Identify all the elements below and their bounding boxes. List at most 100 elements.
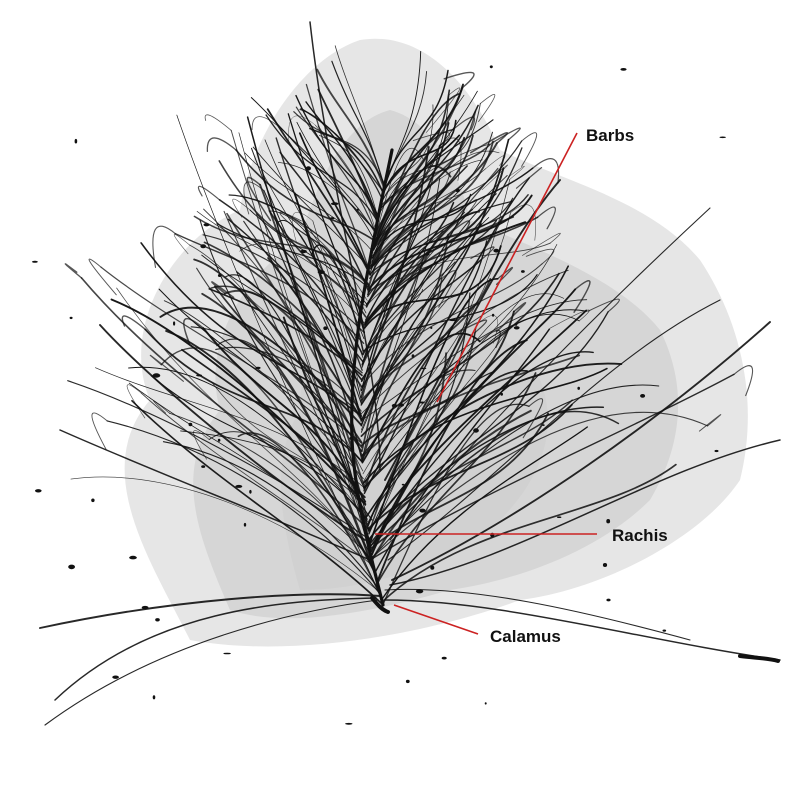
barb-stroke (197, 185, 221, 201)
barb-stroke (367, 200, 513, 298)
barb-stroke (478, 94, 496, 122)
barb-stroke (490, 127, 521, 144)
barb-stroke (361, 193, 497, 380)
ink-speck (223, 652, 231, 655)
barb-stroke (380, 426, 588, 601)
barb-stroke (250, 97, 377, 233)
barb-stroke (59, 429, 371, 561)
barb-stroke (279, 151, 370, 292)
barb-stroke (361, 354, 581, 458)
barb-stroke (481, 164, 508, 191)
barb-stroke (370, 142, 498, 269)
ink-speck (188, 422, 193, 427)
barb-stroke (287, 113, 366, 334)
barb-stroke (235, 149, 376, 242)
barb-stroke (522, 398, 544, 439)
barb-stroke (162, 441, 380, 590)
barb-stroke (173, 234, 190, 255)
ink-speck (203, 223, 210, 227)
barb-stroke (183, 317, 205, 345)
ink-speck (68, 564, 75, 570)
barb-stroke (364, 167, 499, 323)
barb-stroke (370, 288, 577, 552)
barb-stroke (380, 103, 481, 203)
ink-speck (35, 489, 42, 493)
barb-stroke (203, 241, 363, 388)
barb-stroke (128, 382, 374, 562)
barb-stroke (216, 338, 379, 583)
ink-speck (217, 438, 221, 442)
barb-stroke (215, 346, 362, 417)
ink-speck (74, 138, 78, 144)
barb-stroke (380, 104, 434, 207)
barb-stroke (371, 171, 451, 259)
barb-stroke (370, 140, 494, 268)
barb-stroke (387, 299, 721, 561)
barb-stroke (510, 204, 536, 241)
ink-speck (493, 248, 500, 253)
ink-speck (200, 244, 206, 249)
barb-stroke (587, 298, 620, 313)
barb-stroke (362, 274, 538, 352)
barb-stroke (140, 242, 362, 417)
barb-stroke (733, 365, 754, 397)
barb-stroke (522, 232, 561, 256)
barb-stroke (144, 328, 364, 463)
barb-stroke (243, 220, 362, 420)
barb-stroke (181, 348, 366, 499)
ink-speck (425, 252, 430, 256)
ink-speck (243, 522, 247, 527)
barb-stroke (363, 324, 478, 487)
ink-speck (455, 188, 460, 193)
barb-stroke (426, 87, 461, 133)
barb-stroke (525, 248, 555, 265)
barb-stroke (371, 384, 660, 558)
barb-stroke (211, 281, 235, 299)
ink-speck (415, 589, 424, 594)
ink-speck (31, 260, 38, 263)
barb-stroke (99, 324, 366, 541)
barb-stroke (223, 210, 371, 543)
barb-stroke (384, 599, 781, 661)
barb-stroke (379, 143, 491, 207)
barb-stroke (365, 165, 468, 308)
ink-speck (235, 484, 243, 488)
barb-stroke (309, 21, 381, 471)
barb-stroke (370, 140, 523, 269)
barb-stroke (479, 329, 501, 349)
ink-speck (719, 136, 726, 139)
barb-stroke (412, 132, 451, 148)
barb-stroke (206, 137, 237, 153)
barb-stroke (375, 147, 424, 239)
barb-stroke (363, 302, 480, 492)
barb-stroke (698, 414, 722, 432)
barb-stroke (381, 463, 677, 603)
ink-dash (738, 654, 780, 663)
ink-speck (606, 598, 611, 602)
ink-speck (255, 366, 261, 370)
ink-speck (513, 326, 520, 330)
barb-stroke (469, 131, 509, 154)
barb-stroke (152, 225, 176, 268)
ink-speck (411, 354, 415, 358)
ink-speck (620, 68, 627, 71)
barb-stroke (39, 593, 381, 629)
ink-speck (662, 629, 667, 632)
barb-stroke (201, 254, 363, 380)
feather-calamus (370, 596, 390, 614)
barb-stroke (193, 258, 363, 444)
ink-speck (419, 401, 425, 404)
barb-stroke (360, 272, 560, 437)
ink-speck (514, 323, 518, 326)
ink-speck (448, 318, 457, 322)
ink-speck (577, 386, 580, 390)
barb-stroke (201, 292, 378, 578)
ink-speck (606, 519, 611, 524)
barb-stroke (140, 392, 375, 568)
barb-stroke (305, 83, 371, 275)
barb-stroke (265, 114, 379, 223)
ink-speck (398, 403, 404, 407)
ink-speck (249, 489, 252, 494)
barb-stroke (309, 127, 384, 194)
